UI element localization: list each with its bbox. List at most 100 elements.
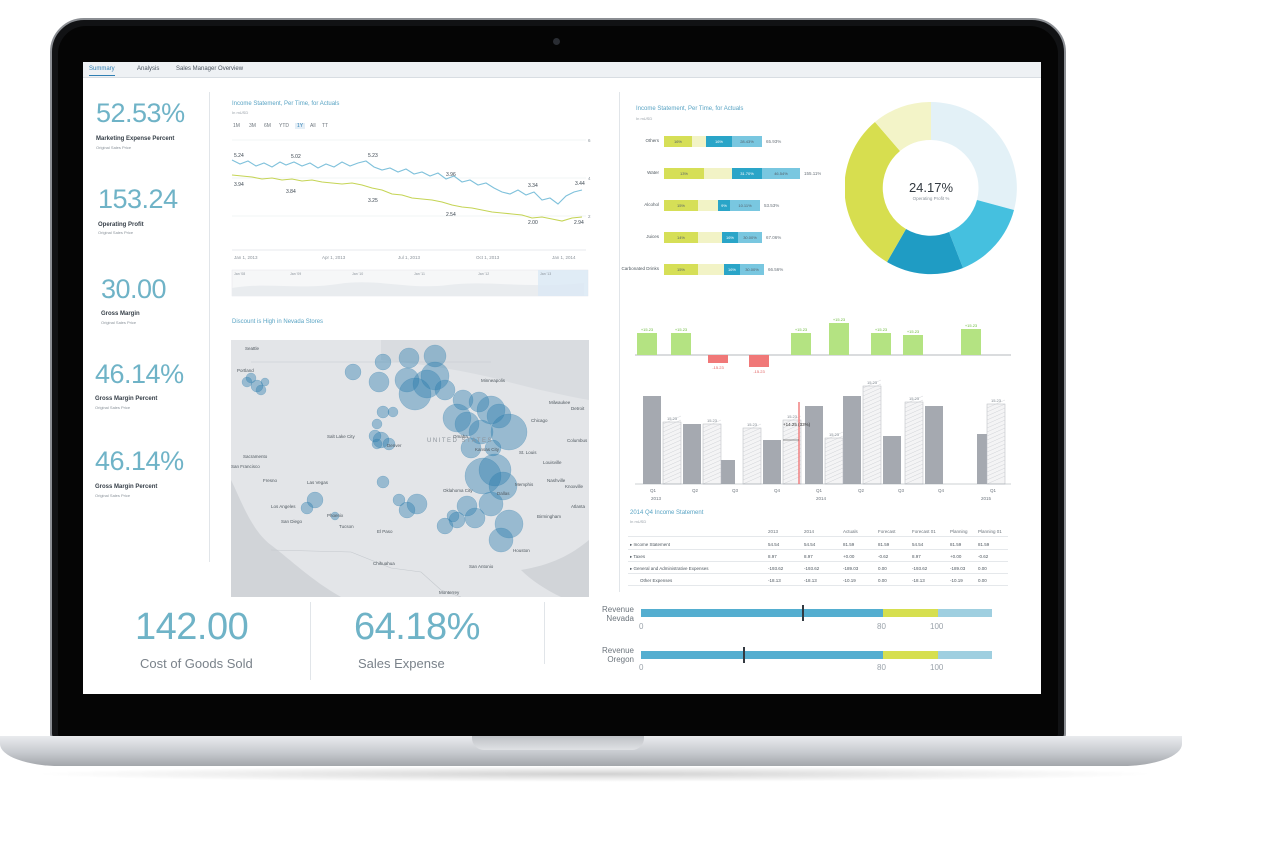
city-label: Salt Lake City: [327, 434, 356, 439]
hatch-line: [862, 451, 882, 461]
bar-panel-subtitle: In mUSD: [636, 116, 653, 121]
hatch-line: [986, 451, 1006, 461]
table-cell: -189.03: [950, 566, 966, 571]
hatch-line: [742, 423, 762, 433]
city-label: Omaha: [453, 434, 468, 439]
hatch-line: [824, 467, 844, 477]
data-label: 2.94: [574, 220, 584, 226]
hatch-line: [986, 427, 1006, 437]
map-bubble: [306, 491, 324, 509]
table-header: Forecast 01: [912, 529, 936, 534]
hatch-line: [862, 379, 882, 389]
donut-slice[interactable]: [845, 122, 906, 262]
hatch-line: [904, 471, 924, 481]
hatch-line: [662, 455, 682, 465]
variance-label: +15.23: [795, 327, 808, 332]
hatch-line: [742, 455, 762, 465]
table-row[interactable]: ▸ General and Administrative Expenses -19…: [628, 562, 1008, 574]
table-cell: -18.13: [912, 578, 925, 583]
stack-segment: [740, 264, 764, 275]
actual-bar: [717, 460, 735, 484]
range-3m[interactable]: 3M: [249, 123, 256, 129]
table-header: Planning: [950, 529, 968, 534]
stack-segment: [706, 136, 732, 147]
laptop-notch: [472, 736, 644, 750]
bullet-chart-nevada[interactable]: [641, 605, 992, 621]
donut-center-value: 24.17%: [909, 180, 954, 195]
hatch-line: [862, 427, 882, 437]
y-tick: 6: [588, 138, 591, 143]
hatch-line: [824, 435, 844, 445]
bullet-band: [641, 609, 884, 617]
table-row[interactable]: ▸ Taxes 8.97 8.97 +0.00 -0.62 8.97 +0.00 -0.62: [628, 550, 1008, 562]
range-6m[interactable]: 6M: [264, 123, 271, 129]
map-bubble: [484, 439, 502, 457]
hatch-line: [904, 451, 924, 461]
hatch-line: [702, 431, 722, 441]
donut-slice[interactable]: [887, 229, 963, 275]
data-label: 3.94: [234, 182, 244, 188]
table-row[interactable]: ▸ Income Statement 54.54 54.54 81.59 81.59 54…: [628, 538, 1008, 550]
bar-total-label: 67.06%: [766, 235, 781, 240]
tab-bar: Summary Analysis Sales Manager Overview: [83, 62, 1041, 78]
tab-summary[interactable]: Summary: [89, 66, 115, 76]
kpi-sublabel: Original Sales Price: [98, 230, 134, 235]
city-label: Detroit: [571, 406, 585, 411]
hatch-line: [782, 447, 802, 457]
country-label: UNITED STATES: [427, 438, 493, 444]
table-cell: -10.19: [950, 578, 963, 583]
hatch-line: [862, 423, 882, 433]
bar-value-label: 15.23: [667, 416, 678, 421]
map-canada: [381, 340, 589, 400]
donut-slice[interactable]: [931, 102, 1017, 210]
bar-total-label: 155.11%: [804, 171, 821, 176]
kpi-label: Gross Margin Percent: [95, 484, 158, 490]
stack-segment: [738, 232, 762, 243]
stack-segment: [732, 168, 762, 179]
navigator-tick: Jan '10: [352, 272, 363, 276]
map-bubble: [398, 377, 432, 411]
x-tick: Jan 1, 2013: [234, 255, 258, 260]
kpi-value: 52.53%: [96, 98, 185, 128]
kpi-label: Gross Margin: [101, 311, 140, 317]
hatch-line: [662, 447, 682, 457]
bubble-map[interactable]: UNITED STATES Seattle Portland Sacrament…: [231, 340, 589, 597]
range-all[interactable]: All: [310, 123, 316, 129]
map-bubble: [468, 391, 490, 413]
tab-sales-manager-overview[interactable]: Sales Manager Overview: [176, 66, 244, 72]
navigator-tick: Jan '09: [290, 272, 301, 276]
map-bubble: [436, 517, 454, 535]
bar-category-label: Carbonated Drinks: [621, 266, 659, 271]
hatch-line: [662, 475, 682, 485]
hatch-line: [662, 459, 682, 469]
data-label: 3.96: [446, 172, 456, 178]
hatch-line: [904, 455, 924, 465]
variance-chart: +15.23 +15.23 -15.23 -15.23 +15.23 +15.23 +15.…: [635, 317, 1011, 501]
city-label: Columbus: [567, 438, 588, 443]
table-row[interactable]: Other Expenses -18.13 -18.13 -10.19 0.00 -18.…: [628, 574, 1008, 586]
table-cell: -193.62: [912, 566, 928, 571]
city-label: Kansas City: [475, 447, 500, 452]
hatch-line: [986, 439, 1006, 449]
hatch-line: [662, 431, 682, 441]
laptop-shadow: [30, 766, 1160, 782]
tab-analysis[interactable]: Analysis: [137, 66, 160, 72]
kpi-sublabel: Original Sales Price: [101, 320, 137, 325]
hatch-line: [862, 411, 882, 421]
hatch-line: [824, 451, 844, 461]
range-ytd[interactable]: YTD: [279, 123, 289, 129]
city-label: Oklahoma City: [443, 488, 473, 493]
hatch-line: [862, 455, 882, 465]
range-1y[interactable]: 1Y: [295, 123, 306, 129]
range-tt[interactable]: TT: [322, 123, 329, 129]
city-label: Monterrey: [439, 590, 460, 595]
bullet-chart-oregon[interactable]: [641, 647, 992, 663]
donut-slice[interactable]: [875, 102, 931, 151]
table-cell: 0.00: [978, 578, 987, 583]
variance-label: +15.23: [641, 327, 654, 332]
range-1m[interactable]: 1M: [233, 123, 240, 129]
donut-slice[interactable]: [949, 200, 1014, 268]
hatch-line: [904, 415, 924, 425]
navigator-selection[interactable]: [538, 270, 588, 296]
bar-value-label: 15.23: [991, 398, 1002, 403]
